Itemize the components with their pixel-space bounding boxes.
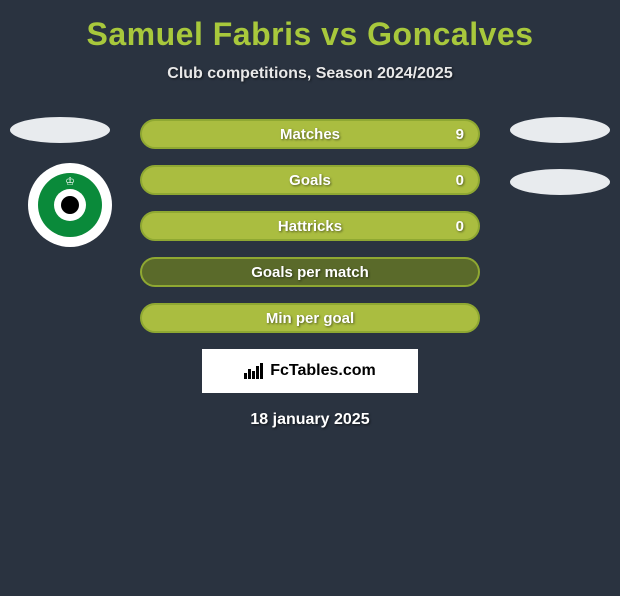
stat-label: Hattricks — [278, 218, 342, 235]
crown-icon: ♔ — [65, 175, 75, 188]
stat-label: Matches — [280, 126, 340, 143]
stat-label: Goals per match — [251, 264, 369, 281]
stat-row-min-per-goal: Min per goal — [140, 303, 480, 333]
attribution-box: FcTables.com — [202, 349, 418, 393]
comparison-panel: ♔ Matches 9 Goals 0 Hattricks 0 Goals pe… — [0, 119, 620, 429]
stat-label: Min per goal — [266, 310, 354, 327]
stat-value: 0 — [456, 218, 464, 235]
stat-row-goals: Goals 0 — [140, 165, 480, 195]
stat-value: 0 — [456, 172, 464, 189]
stat-row-matches: Matches 9 — [140, 119, 480, 149]
ball-icon — [61, 196, 79, 214]
subtitle: Club competitions, Season 2024/2025 — [0, 65, 620, 83]
bar-chart-icon — [244, 363, 264, 379]
stat-value: 9 — [456, 126, 464, 143]
club-badge-inner: ♔ — [38, 173, 102, 237]
stat-row-hattricks: Hattricks 0 — [140, 211, 480, 241]
club-badge-center — [54, 189, 86, 221]
page-title: Samuel Fabris vs Goncalves — [0, 16, 620, 53]
stats-bars: Matches 9 Goals 0 Hattricks 0 Goals per … — [140, 119, 480, 333]
stat-row-goals-per-match: Goals per match — [140, 257, 480, 287]
club-badge: ♔ — [28, 163, 112, 247]
placeholder-oval-right-2 — [510, 169, 610, 195]
placeholder-oval-left — [10, 117, 110, 143]
date-label: 18 january 2025 — [0, 411, 620, 429]
attribution-text: FcTables.com — [270, 362, 376, 380]
placeholder-oval-right-1 — [510, 117, 610, 143]
stat-label: Goals — [289, 172, 331, 189]
